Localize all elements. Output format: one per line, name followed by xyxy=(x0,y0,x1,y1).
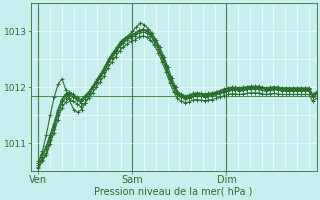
X-axis label: Pression niveau de la mer( hPa ): Pression niveau de la mer( hPa ) xyxy=(94,187,253,197)
